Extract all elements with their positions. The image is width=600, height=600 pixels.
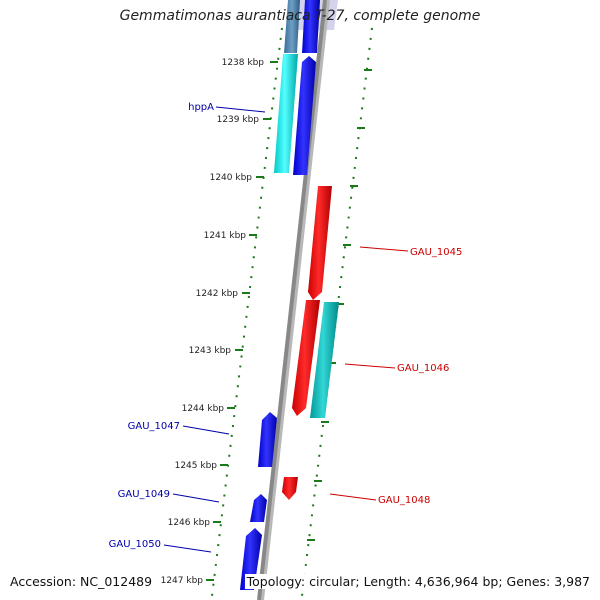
rna-feature-hppA: [274, 54, 298, 173]
tick-label: 1245 kbp: [175, 461, 218, 471]
gene-label-GAU_1045: GAU_1045: [410, 247, 462, 258]
tick-label: 1238 kbp: [222, 58, 265, 68]
leader-GAU_1049: [172, 493, 220, 503]
major-ticks: [206, 61, 372, 581]
gene-label-GAU_1049: GAU_1049: [118, 489, 170, 500]
genome-backbone: [257, 0, 327, 600]
gene-label-GAU_1047: GAU_1047: [128, 421, 180, 432]
tick-label: 1244 kbp: [182, 404, 225, 414]
genome-summary: Topology: circular; Length: 4,636,964 bp…: [244, 574, 592, 589]
gene-GAU_1048: [282, 477, 298, 500]
leader-GAU_1046: [344, 363, 396, 369]
tick-label: 1239 kbp: [217, 115, 260, 125]
gene-forward-top: [302, 0, 320, 53]
gene-label-GAU_1048: GAU_1048: [378, 495, 430, 506]
accession-text: Accession: NC_012489: [8, 574, 155, 589]
tick-label: 1247 kbp: [161, 576, 204, 586]
gene-hppA: [293, 56, 316, 175]
tick-label: 1242 kbp: [196, 289, 239, 299]
leader-GAU_1045: [359, 246, 409, 252]
gene-label-GAU_1050: GAU_1050: [109, 539, 161, 550]
tick-label: 1246 kbp: [168, 518, 211, 528]
gene-GAU_1047: [258, 412, 277, 467]
leader-GAU_1048: [329, 493, 377, 501]
leader-hppA: [215, 106, 266, 113]
gene-label-GAU_1046: GAU_1046: [397, 363, 449, 374]
gene-steel-top: [284, 0, 300, 53]
leader-GAU_1050: [163, 544, 212, 553]
gene-label-hppA: hppA: [188, 102, 214, 113]
gene-GAU_1045: [308, 186, 332, 300]
tick-label: 1241 kbp: [204, 231, 247, 241]
gene-GAU_1046: [292, 300, 320, 416]
gene-GAU_1049: [250, 494, 267, 522]
rna-feature-GAU_1046: [310, 302, 339, 418]
tick-label: 1243 kbp: [189, 346, 232, 356]
tick-label: 1240 kbp: [210, 173, 253, 183]
leader-GAU_1047: [182, 425, 230, 435]
map-title: Gemmatimonas aurantiaca T-27, complete g…: [119, 8, 481, 24]
